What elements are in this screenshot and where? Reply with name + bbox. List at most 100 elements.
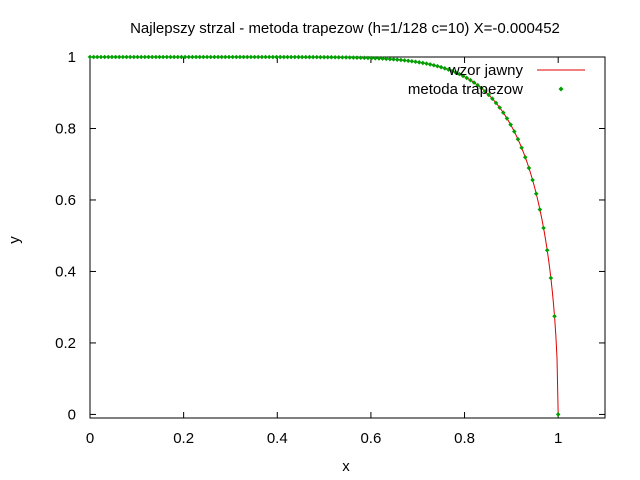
- series-point-metoda-trapezow: [391, 57, 396, 62]
- series-point-metoda-trapezow: [372, 55, 378, 61]
- series-point-metoda-trapezow: [508, 122, 513, 127]
- series-point-metoda-trapezow: [314, 54, 320, 60]
- series-point-metoda-trapezow: [325, 54, 331, 60]
- legend-swatch-metoda-trapezow: [558, 86, 564, 92]
- series-point-metoda-trapezow: [362, 55, 367, 61]
- series-point-metoda-trapezow: [274, 54, 279, 60]
- series-point-metoda-trapezow: [175, 54, 181, 60]
- series-point-metoda-trapezow: [347, 55, 352, 60]
- series-point-metoda-trapezow: [113, 54, 118, 60]
- x-tick-label: 0.8: [454, 430, 475, 447]
- series-point-metoda-trapezow: [292, 54, 298, 60]
- series-point-metoda-trapezow: [226, 54, 232, 60]
- series-point-metoda-trapezow: [402, 58, 407, 63]
- series-point-metoda-trapezow: [475, 82, 481, 88]
- series-point-metoda-trapezow: [552, 313, 557, 319]
- series-point-metoda-trapezow: [541, 225, 546, 231]
- series-point-metoda-trapezow: [116, 54, 122, 60]
- x-tick-label: 1: [554, 430, 562, 447]
- series-point-metoda-trapezow: [431, 62, 437, 68]
- series-point-metoda-trapezow: [230, 54, 235, 60]
- series-point-metoda-trapezow: [420, 60, 426, 66]
- series-point-metoda-trapezow: [127, 54, 133, 60]
- series-point-metoda-trapezow: [182, 54, 188, 60]
- series-point-metoda-trapezow: [340, 55, 345, 60]
- y-tick-label: 0: [68, 406, 76, 423]
- series-point-metoda-trapezow: [522, 154, 528, 160]
- series-point-metoda-trapezow: [464, 75, 470, 81]
- series-point-metoda-trapezow: [252, 54, 257, 60]
- series-point-metoda-trapezow: [296, 54, 301, 60]
- series-point-metoda-trapezow: [555, 412, 561, 417]
- plot-frame: [89, 56, 606, 419]
- x-axis-label: x: [342, 458, 350, 475]
- y-tick-label: 1: [68, 49, 76, 66]
- series-point-metoda-trapezow: [285, 54, 290, 60]
- series-point-metoda-trapezow: [460, 73, 466, 79]
- series-point-metoda-trapezow: [501, 110, 506, 116]
- series-point-metoda-trapezow: [299, 54, 305, 60]
- y-axis-label: y: [6, 236, 23, 244]
- series-point-metoda-trapezow: [135, 54, 140, 60]
- series-point-metoda-trapezow: [457, 71, 462, 77]
- series-point-metoda-trapezow: [427, 62, 433, 67]
- series-point-metoda-trapezow: [259, 54, 265, 60]
- series-point-metoda-trapezow: [95, 54, 100, 60]
- series-point-metoda-trapezow: [149, 54, 155, 60]
- series-line-wzor-jawny: [90, 56, 559, 415]
- y-tick-label: 0.6: [55, 192, 76, 209]
- series-point-metoda-trapezow: [124, 54, 129, 60]
- legend: wzor jawny metoda trapezow: [408, 62, 585, 98]
- series-point-metoda-trapezow: [544, 247, 550, 253]
- series-point-metoda-trapezow: [168, 54, 173, 60]
- series-point-metoda-trapezow: [329, 54, 334, 60]
- series-point-metoda-trapezow: [91, 54, 96, 60]
- series-point-metoda-trapezow: [288, 54, 294, 60]
- series-point-metoda-trapezow: [482, 89, 488, 94]
- series-point-metoda-trapezow: [204, 54, 210, 60]
- series-point-metoda-trapezow: [398, 57, 404, 63]
- series-point-metoda-trapezow: [442, 66, 448, 71]
- series-point-metoda-trapezow: [332, 54, 338, 60]
- y-tick-label: 0.2: [55, 335, 76, 352]
- series-point-metoda-trapezow: [102, 54, 107, 60]
- series-point-metoda-trapezow: [380, 56, 385, 61]
- series-point-metoda-trapezow: [193, 54, 199, 60]
- series-point-metoda-trapezow: [387, 56, 393, 62]
- series-point-metoda-trapezow: [490, 96, 495, 101]
- series-point-metoda-trapezow: [160, 54, 166, 60]
- series-point-metoda-trapezow: [468, 77, 473, 83]
- x-tick-label: 0.6: [360, 430, 381, 447]
- series-point-metoda-trapezow: [223, 54, 228, 60]
- plot-area: 0 0.2 0.4 0.6 0.8 1 0 0.2 0.4 0.6 0.8 1: [55, 49, 606, 447]
- series-point-metoda-trapezow: [424, 61, 429, 66]
- series-point-metoda-trapezow: [519, 145, 524, 151]
- series-point-metoda-trapezow: [354, 55, 360, 60]
- series-point-metoda-trapezow: [409, 58, 415, 64]
- series-point-metoda-trapezow: [87, 54, 93, 60]
- series-point-metoda-trapezow: [281, 54, 287, 60]
- series-point-metoda-trapezow: [405, 58, 411, 64]
- series-point-metoda-trapezow: [526, 165, 532, 171]
- series-point-metoda-trapezow: [277, 54, 283, 60]
- series-point-metoda-trapezow: [515, 136, 521, 142]
- series-point-metoda-trapezow: [376, 56, 382, 61]
- series-point-metoda-trapezow: [248, 54, 254, 60]
- series-point-metoda-trapezow: [446, 67, 451, 72]
- series-point-metoda-trapezow: [263, 54, 268, 60]
- series-point-metoda-trapezow: [479, 85, 484, 91]
- series-point-metoda-trapezow: [383, 56, 389, 62]
- series-point-metoda-trapezow: [270, 54, 276, 60]
- series-point-metoda-trapezow: [146, 54, 151, 60]
- series-point-metoda-trapezow: [212, 54, 217, 60]
- series-point-metoda-trapezow: [511, 129, 517, 134]
- series-point-metoda-trapezow: [266, 54, 272, 60]
- series-point-metoda-trapezow: [351, 55, 356, 60]
- series-point-metoda-trapezow: [504, 116, 510, 121]
- series-point-metoda-trapezow: [533, 191, 539, 197]
- series-point-metoda-trapezow: [208, 54, 214, 60]
- series-point-metoda-trapezow: [336, 55, 342, 60]
- series-point-metoda-trapezow: [548, 275, 554, 281]
- chart-title: Najlepszy strzal - metoda trapezow (h=1/…: [130, 20, 560, 37]
